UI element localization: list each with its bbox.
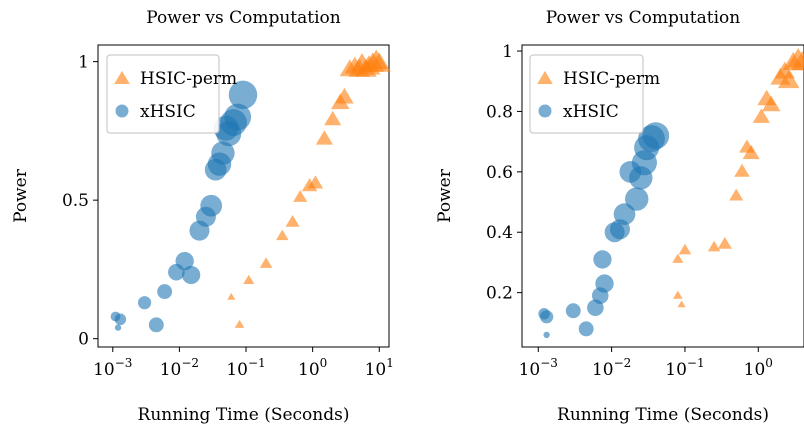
data-point	[578, 321, 594, 337]
legend-marker	[538, 104, 552, 118]
data-point	[717, 236, 732, 249]
x-tick-label: 10−1	[665, 356, 704, 380]
data-point	[293, 190, 308, 202]
legend-marker	[115, 104, 129, 118]
y-axis-label: Power	[435, 168, 455, 223]
data-point	[157, 284, 173, 300]
data-point	[114, 324, 122, 331]
plot-frame	[97, 44, 390, 348]
data-point	[595, 274, 614, 293]
x-tick-label: 10−2	[160, 356, 199, 380]
data-point	[729, 188, 744, 201]
x-tick-label: 10−3	[519, 356, 558, 380]
x-axis-label: Running Time (Seconds)	[138, 405, 350, 425]
y-tick-label: 0.6	[486, 163, 513, 183]
data-point	[224, 103, 252, 131]
series-hsic-perm	[227, 49, 391, 328]
data-point	[275, 229, 289, 241]
data-point	[672, 253, 684, 263]
legend: HSIC-perm xHSIC	[106, 54, 237, 134]
data-point	[752, 108, 770, 123]
data-point	[307, 175, 324, 189]
chart-title: Power vs Computation	[546, 8, 741, 28]
legend-box	[106, 54, 220, 134]
data-point	[761, 95, 781, 112]
chart-title: Power vs Computation	[146, 8, 341, 28]
data-point	[734, 163, 750, 177]
legend-label: xHSIC	[563, 102, 619, 122]
data-point	[367, 52, 391, 72]
data-point	[285, 214, 300, 227]
data-point	[543, 331, 550, 339]
x-tick-label: 101	[365, 356, 394, 380]
y-tick-label: 0.8	[486, 102, 513, 122]
y-tick-label: 0	[78, 330, 89, 350]
legend-label: HSIC-perm	[140, 69, 237, 89]
x-tick-label: 100	[298, 356, 327, 380]
data-point	[790, 51, 804, 71]
chart-panel-2: Power vs Computation 10−3 10−2 10−1 100 0.2 0.…	[435, 8, 804, 425]
data-point	[137, 296, 152, 310]
data-point	[243, 274, 255, 285]
data-point	[677, 300, 686, 308]
y-tick-label: 0.4	[486, 223, 513, 243]
x-tick-label: 10−1	[226, 356, 265, 380]
data-point	[335, 87, 354, 104]
data-point	[227, 292, 236, 300]
data-point	[678, 243, 692, 255]
legend-marker	[537, 70, 553, 84]
legend-box	[529, 54, 644, 134]
data-point	[777, 69, 800, 89]
legend: HSIC-perm xHSIC	[529, 54, 660, 134]
plot-frame	[521, 44, 804, 348]
series-hsic-perm	[672, 48, 804, 308]
data-point	[324, 110, 342, 126]
y-tick-label: 0.2	[486, 284, 513, 304]
data-point	[707, 240, 721, 252]
data-point	[540, 310, 554, 324]
legend-label: HSIC-perm	[563, 69, 660, 89]
legend-marker	[114, 70, 130, 84]
x-axis-label: Running Time (Seconds)	[557, 405, 769, 425]
y-tick-label: 1	[502, 42, 513, 62]
data-point	[228, 80, 258, 110]
data-point	[200, 194, 223, 217]
chart-panel-1: Power vs Computation 10−3 10−2 10−1 100 101 0 0…	[11, 8, 394, 425]
x-tick-label: 10−2	[592, 356, 631, 380]
data-point	[259, 257, 273, 268]
data-point	[234, 319, 245, 328]
series-xhsic	[110, 80, 258, 333]
data-point	[593, 250, 612, 269]
data-point	[742, 144, 760, 160]
data-point	[642, 122, 670, 149]
data-point	[315, 130, 333, 145]
data-point	[175, 251, 194, 271]
data-point	[565, 303, 581, 319]
y-tick-label: 1	[78, 53, 89, 73]
series-xhsic	[538, 122, 670, 339]
x-tick-label: 100	[744, 356, 773, 380]
data-point	[673, 290, 683, 299]
data-point	[148, 317, 164, 333]
x-tick-label: 10−3	[93, 356, 132, 380]
data-point	[181, 265, 201, 285]
data-point	[114, 313, 127, 326]
legend-label: xHSIC	[140, 102, 196, 122]
y-axis-label: Power	[11, 168, 31, 223]
y-tick-label: 0.5	[62, 191, 89, 211]
data-point	[625, 187, 649, 211]
data-point	[211, 141, 235, 165]
data-point	[613, 203, 636, 225]
